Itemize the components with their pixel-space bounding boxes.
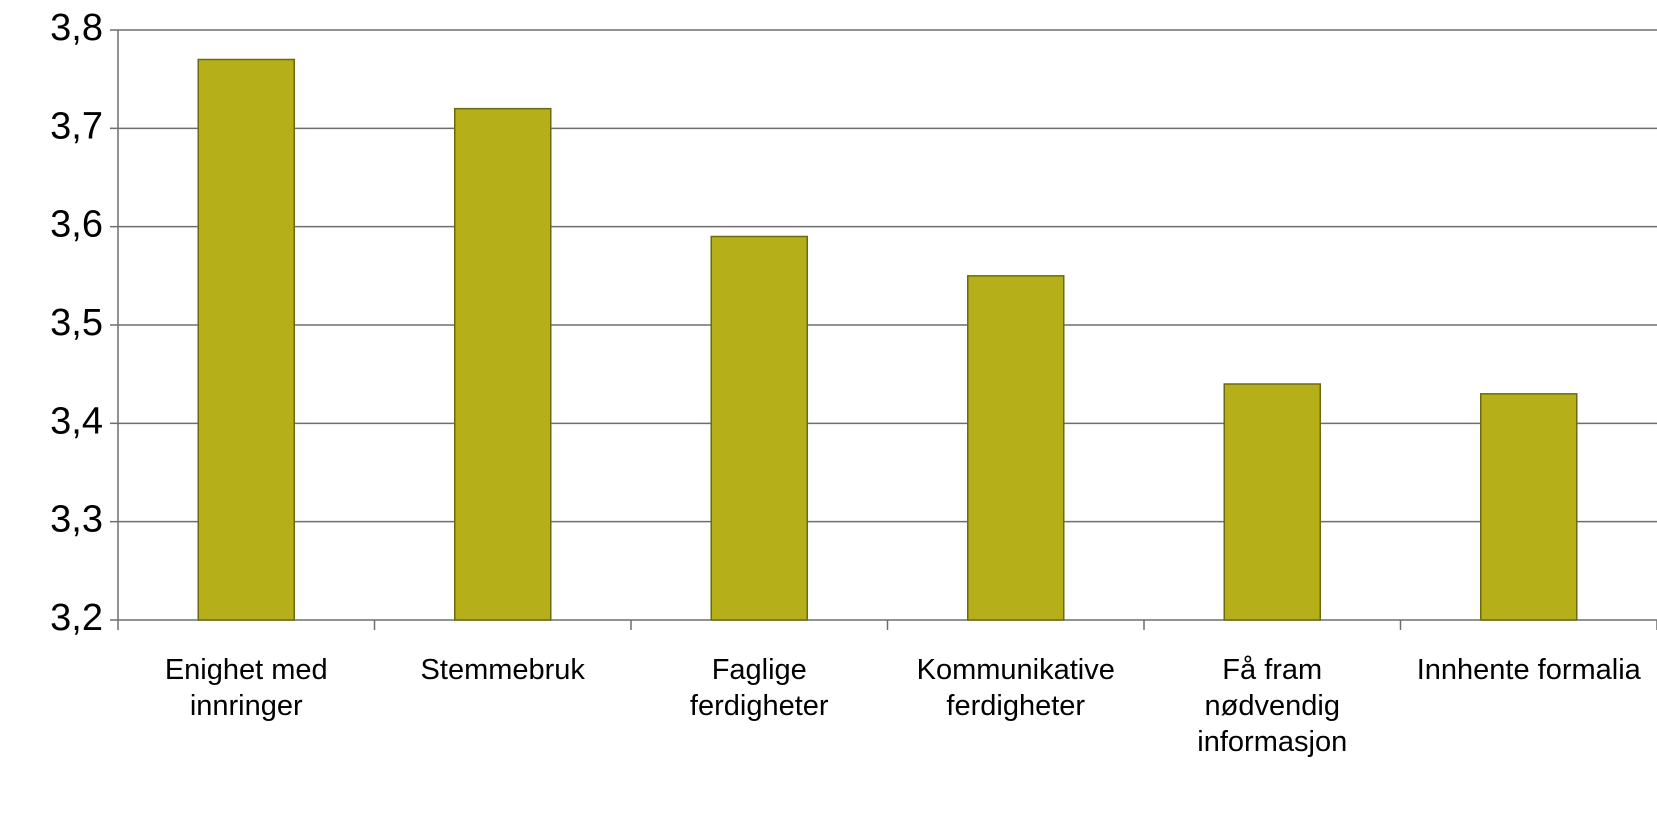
bar xyxy=(967,275,1065,621)
bar xyxy=(710,235,808,621)
y-tick-label: 3,6 xyxy=(50,204,103,246)
bar xyxy=(454,107,552,621)
x-tick-label: Kommunikative ferdigheter xyxy=(916,654,1115,722)
bar xyxy=(1480,393,1578,621)
x-tick-label: Innhente formalia xyxy=(1416,654,1641,686)
y-tick-label: 3,3 xyxy=(50,499,103,541)
y-tick-label: 3,8 xyxy=(50,7,103,49)
bar xyxy=(197,58,295,621)
bar xyxy=(1223,383,1321,621)
x-tick-label: Faglige ferdigheter xyxy=(689,654,829,722)
x-tick-label: Stemmebruk xyxy=(420,654,585,686)
x-tick-label: Enighet med innringer xyxy=(164,654,328,722)
y-tick-label: 3,4 xyxy=(50,400,103,442)
x-tick-label: Få fram nødvendig informasjon xyxy=(1197,654,1348,758)
y-tick-label: 3,5 xyxy=(50,302,103,344)
y-tick-label: 3,2 xyxy=(50,597,103,639)
y-tick-label: 3,7 xyxy=(50,105,103,147)
